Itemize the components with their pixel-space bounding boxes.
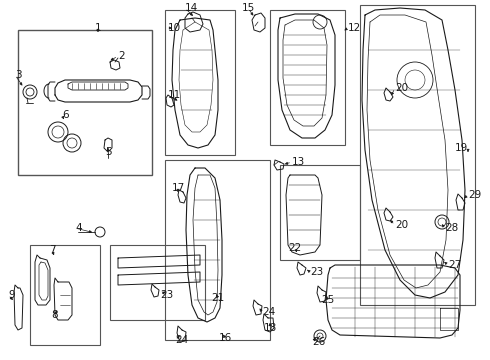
Text: 10: 10 [168,23,181,33]
Text: 6: 6 [62,110,69,120]
Text: 24: 24 [175,335,188,345]
Text: 25: 25 [321,295,335,305]
Text: 14: 14 [185,3,198,13]
Text: 9: 9 [8,290,15,300]
Bar [30,245,100,345]
Text: 26: 26 [312,337,325,347]
Text: 24: 24 [262,307,275,317]
Bar [165,10,235,155]
Text: 18: 18 [264,323,277,333]
Text: 21: 21 [211,293,224,303]
Bar [280,165,360,260]
Text: 16: 16 [219,333,232,343]
Text: 29: 29 [468,190,481,200]
Text: 7: 7 [49,245,55,255]
Text: 5: 5 [105,147,111,157]
Text: 27: 27 [448,260,461,270]
Text: 28: 28 [445,223,458,233]
Text: 20: 20 [395,83,408,93]
Text: 12: 12 [348,23,361,33]
Text: 13: 13 [292,157,305,167]
Text: 20: 20 [395,220,408,230]
Text: 2: 2 [118,51,124,61]
Text: 19: 19 [455,143,468,153]
Text: 23: 23 [310,267,323,277]
Bar [165,160,270,340]
Bar [360,5,475,305]
Text: 23: 23 [160,290,173,300]
Text: 22: 22 [289,243,302,253]
Text: 15: 15 [242,3,255,13]
Bar [18,30,152,175]
Text: 1: 1 [95,23,101,33]
Text: 17: 17 [172,183,185,193]
Text: 8: 8 [51,310,58,320]
Text: 4: 4 [75,223,82,233]
Text: 3: 3 [15,70,22,80]
Bar [110,245,205,320]
Text: 11: 11 [168,90,181,100]
Bar [270,10,345,145]
